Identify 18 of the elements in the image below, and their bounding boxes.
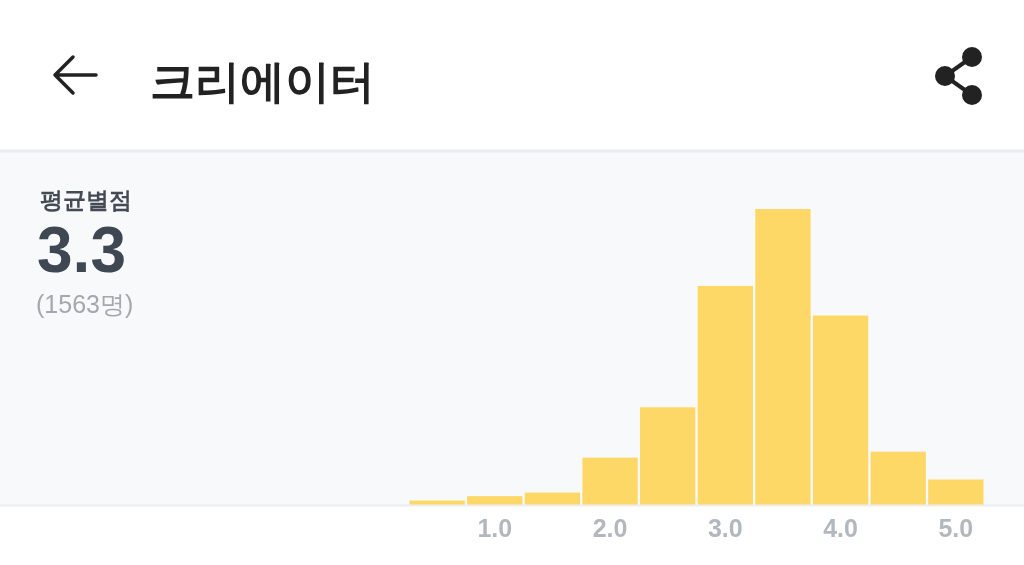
text: (1563명) bbox=[36, 290, 134, 318]
bar bbox=[524, 492, 581, 505]
bar bbox=[870, 451, 926, 505]
x-tick-label: 5.0 bbox=[938, 514, 974, 542]
bar bbox=[755, 209, 811, 505]
x-tick-label: 4.0 bbox=[823, 514, 858, 542]
bar bbox=[640, 407, 696, 505]
x-tick-label: 1.0 bbox=[477, 514, 513, 542]
text: 3.3 bbox=[37, 214, 126, 286]
x-tick-label: 2.0 bbox=[592, 514, 628, 542]
chart-title: 크리에이터 bbox=[150, 56, 375, 107]
bar bbox=[467, 496, 523, 505]
text: 평균별점 bbox=[40, 187, 132, 213]
bar bbox=[812, 315, 869, 505]
bar bbox=[928, 479, 984, 505]
bar bbox=[697, 285, 753, 505]
bar bbox=[582, 457, 638, 505]
x-tick-label: 3.0 bbox=[707, 514, 743, 542]
